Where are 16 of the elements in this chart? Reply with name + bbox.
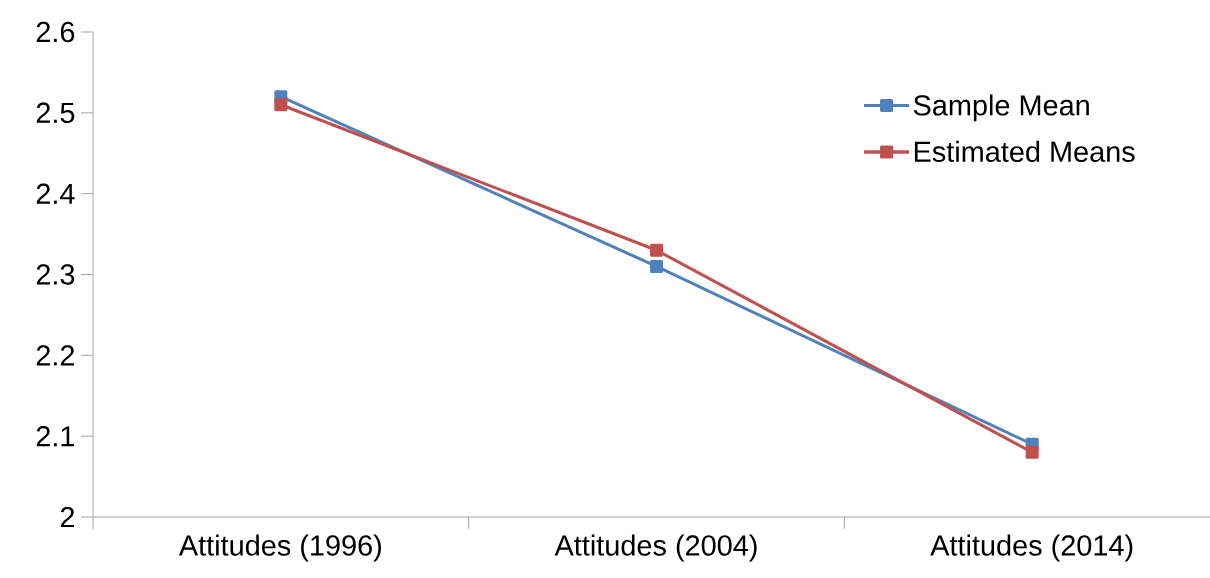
x-tick-label: Attitudes (2014) <box>930 534 1133 562</box>
y-tick-label: 2.3 <box>36 264 75 285</box>
y-tick-label: 2.4 <box>36 183 75 204</box>
legend-label: Estimated Means <box>914 140 1135 163</box>
y-tick-label: 2.1 <box>36 426 75 447</box>
x-tick-label: Attitudes (2004) <box>554 534 757 562</box>
y-tick-label: 2.2 <box>36 345 75 366</box>
x-tick-label: Attitudes (1996) <box>178 534 381 562</box>
y-tick-label: 2.5 <box>36 102 75 124</box>
point <box>1025 445 1039 459</box>
y-tick-label: 2.6 <box>36 21 75 43</box>
point <box>274 98 288 112</box>
legend-label: Sample Mean <box>913 94 1089 122</box>
point <box>650 259 664 273</box>
point <box>650 243 664 257</box>
y-tick-label: 2 <box>60 506 75 528</box>
